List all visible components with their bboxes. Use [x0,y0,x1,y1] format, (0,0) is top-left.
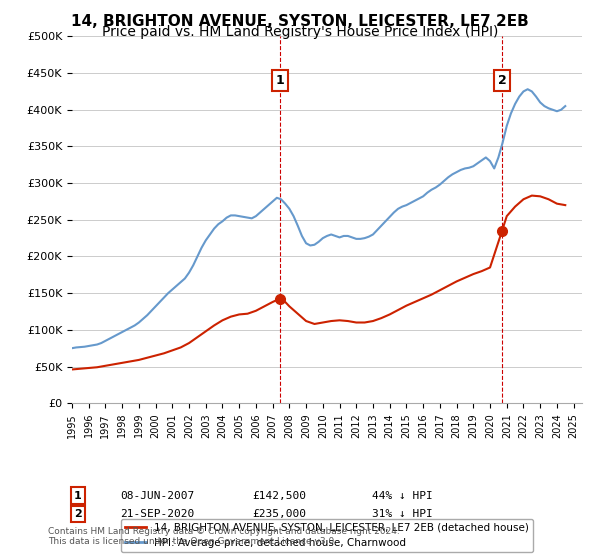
Text: £142,500: £142,500 [252,491,306,501]
Text: 31% ↓ HPI: 31% ↓ HPI [372,509,433,519]
Text: 2: 2 [497,74,506,87]
Text: 14, BRIGHTON AVENUE, SYSTON, LEICESTER, LE7 2EB: 14, BRIGHTON AVENUE, SYSTON, LEICESTER, … [71,14,529,29]
Text: 44% ↓ HPI: 44% ↓ HPI [372,491,433,501]
Legend: 14, BRIGHTON AVENUE, SYSTON, LEICESTER, LE7 2EB (detached house), HPI: Average p: 14, BRIGHTON AVENUE, SYSTON, LEICESTER, … [121,519,533,552]
Text: 1: 1 [74,491,82,501]
Text: £235,000: £235,000 [252,509,306,519]
Text: Price paid vs. HM Land Registry's House Price Index (HPI): Price paid vs. HM Land Registry's House … [102,25,498,39]
Text: 2: 2 [74,509,82,519]
Text: 1: 1 [275,74,284,87]
Text: Contains HM Land Registry data © Crown copyright and database right 2024.
This d: Contains HM Land Registry data © Crown c… [48,526,400,546]
Text: 21-SEP-2020: 21-SEP-2020 [120,509,194,519]
Text: 08-JUN-2007: 08-JUN-2007 [120,491,194,501]
